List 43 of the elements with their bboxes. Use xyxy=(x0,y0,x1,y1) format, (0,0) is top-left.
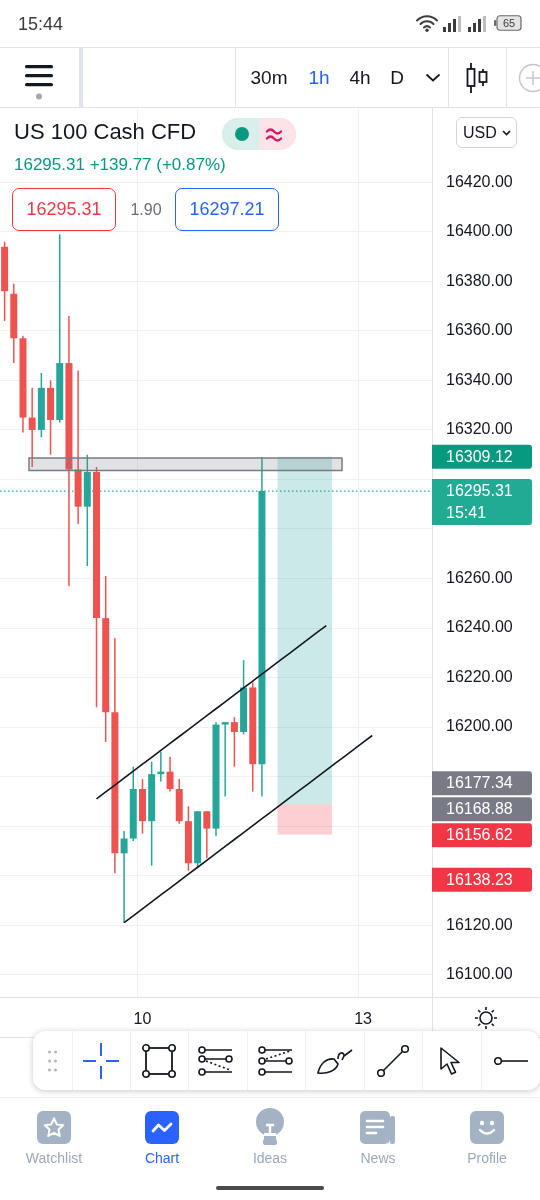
y-tick-label: 16340.00 xyxy=(446,370,513,388)
text: Chart xyxy=(143,1149,181,1167)
y-tick-label: 16320.00 xyxy=(446,420,513,438)
text: News xyxy=(359,1149,397,1167)
text: US 100 Cash CFD xyxy=(14,118,197,146)
text: 16309.12 xyxy=(446,447,513,465)
text: D xyxy=(390,67,404,88)
ref-line-label: 16295.31 15:41 xyxy=(446,481,513,521)
text: 16168.88 xyxy=(446,800,513,818)
candlestick xyxy=(203,810,211,860)
y-tick-label: 16380.00 xyxy=(446,271,513,289)
text: USD xyxy=(463,123,497,142)
x-tick-label: 13 xyxy=(354,1010,373,1028)
candlestick xyxy=(221,721,229,798)
y-tick-label: 16240.00 xyxy=(446,618,513,636)
y-tick-label: 16200.00 xyxy=(446,717,513,735)
text: 1h xyxy=(307,66,331,90)
candlestick xyxy=(166,756,174,793)
text: 16156.62 xyxy=(446,826,513,844)
y-tick-label: 16420.00 xyxy=(446,172,513,190)
text: 15:44 xyxy=(18,13,64,35)
y-tick-label: 16400.00 xyxy=(446,222,513,240)
battery-icon: 65 xyxy=(494,15,522,31)
candlestick xyxy=(120,830,128,924)
annotation: 1.90 xyxy=(129,200,163,220)
y-tick-label: 16360.00 xyxy=(446,321,513,339)
y-tick-label: 16120.00 xyxy=(446,915,513,933)
text: 30m xyxy=(249,66,289,90)
candlestick xyxy=(28,387,36,468)
text: Ideas xyxy=(251,1149,289,1167)
sell-button: 16295.31 xyxy=(12,188,116,231)
y-tick-label: 16220.00 xyxy=(446,667,513,685)
x-tick-label: 10 xyxy=(133,1010,152,1028)
y-tick-label: 16100.00 xyxy=(446,965,513,983)
text: 16138.23 xyxy=(446,870,513,888)
buy-button: 16297.21 xyxy=(175,188,279,231)
text: Profile xyxy=(466,1149,508,1167)
candlestick xyxy=(230,716,238,768)
text: 16177.34 xyxy=(446,774,513,792)
text: Watchlist xyxy=(24,1149,84,1167)
y-tick-label: 16260.00 xyxy=(446,568,513,586)
text: 16295.31 +139.77 (+0.87%) xyxy=(14,154,226,176)
text: 4h xyxy=(348,66,372,90)
